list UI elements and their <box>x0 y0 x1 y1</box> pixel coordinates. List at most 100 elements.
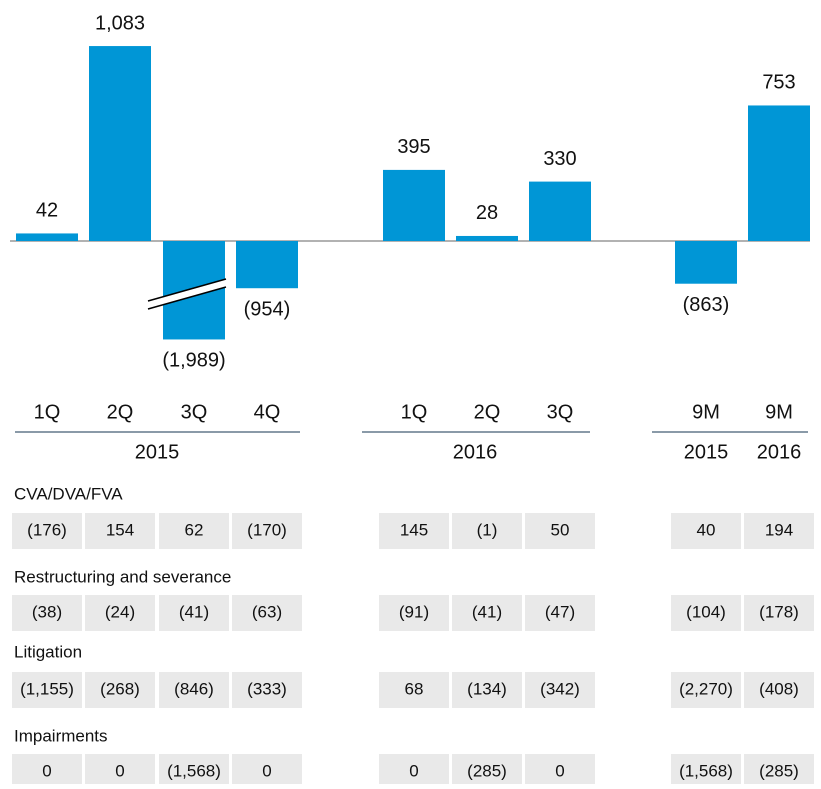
table-cell <box>525 513 595 549</box>
cell-value: (178) <box>759 602 799 621</box>
table-cell <box>525 672 595 708</box>
table-cell <box>12 595 82 631</box>
table-cell <box>159 595 229 631</box>
table-cell <box>12 513 82 549</box>
cell-value: (176) <box>27 520 67 539</box>
cell-value: 40 <box>697 520 716 539</box>
table-cell <box>452 672 522 708</box>
table-cell <box>744 754 814 789</box>
value-label: (863) <box>683 294 730 316</box>
cell-value: 0 <box>409 761 418 780</box>
table-cell <box>379 672 449 708</box>
cell-value: 154 <box>106 520 134 539</box>
cell-value: (38) <box>32 602 62 621</box>
cell-value: (63) <box>252 602 282 621</box>
table-cell <box>159 754 229 789</box>
cell-value: 0 <box>115 761 124 780</box>
value-label: 1,083 <box>95 12 145 34</box>
table-cell <box>12 672 82 708</box>
table-cell <box>12 754 82 789</box>
group-label: 2015 <box>135 441 180 463</box>
x-tick-label: 9M <box>765 401 793 423</box>
value-label: 28 <box>476 202 498 224</box>
bar <box>16 233 78 241</box>
bar <box>456 235 518 241</box>
table-cell <box>671 672 741 708</box>
x-tick-label: 2Q <box>107 401 134 423</box>
cell-value: 145 <box>400 520 428 539</box>
table-cell <box>452 754 522 789</box>
table-cell <box>452 595 522 631</box>
cell-value: (333) <box>247 679 287 698</box>
cell-value: (134) <box>467 679 507 698</box>
group-label: 2015 <box>684 441 729 463</box>
row-title: Impairments <box>14 726 108 745</box>
cell-value: 194 <box>765 520 793 539</box>
table-cell <box>85 595 155 631</box>
value-label: 753 <box>762 72 795 94</box>
group-label: 2016 <box>453 441 498 463</box>
table-cell <box>379 513 449 549</box>
cell-value: (104) <box>686 602 726 621</box>
cell-value: (285) <box>467 761 507 780</box>
x-tick-label: 1Q <box>34 401 61 423</box>
group-label: 2016 <box>757 441 802 463</box>
table-cell <box>232 513 302 549</box>
bar <box>675 241 737 284</box>
value-label: (1,989) <box>162 350 225 372</box>
table-cell <box>232 672 302 708</box>
table-cell <box>744 513 814 549</box>
cell-value: (268) <box>100 679 140 698</box>
cell-value: (24) <box>105 602 135 621</box>
x-tick-label: 2Q <box>474 401 501 423</box>
value-label: 330 <box>543 148 576 170</box>
cell-value: (342) <box>540 679 580 698</box>
cell-value: (41) <box>179 602 209 621</box>
table-cell <box>379 595 449 631</box>
cell-value: (1,568) <box>167 761 221 780</box>
x-tick-label: 3Q <box>181 401 208 423</box>
table-cell <box>452 513 522 549</box>
value-label: (954) <box>244 299 291 321</box>
x-tick-label: 3Q <box>547 401 574 423</box>
table-cell <box>232 754 302 789</box>
axis-break <box>147 278 227 310</box>
bar <box>529 181 591 241</box>
bar <box>383 169 445 241</box>
cell-value: (170) <box>247 520 287 539</box>
x-tick-label: 1Q <box>401 401 428 423</box>
cell-value: (1) <box>477 520 498 539</box>
cell-value: 0 <box>555 761 564 780</box>
table-cell <box>744 672 814 708</box>
table-cell <box>744 595 814 631</box>
row-title: Litigation <box>14 642 82 661</box>
table-cell <box>671 513 741 549</box>
table-cell <box>159 672 229 708</box>
row-title: Restructuring and severance <box>14 567 231 586</box>
table-cell <box>671 595 741 631</box>
table-cell <box>671 754 741 789</box>
value-label: 42 <box>36 200 58 222</box>
value-label: 395 <box>397 136 430 158</box>
cell-value: (47) <box>545 602 575 621</box>
table-cell <box>85 754 155 789</box>
table-cell <box>85 672 155 708</box>
cell-value: (408) <box>759 679 799 698</box>
cell-value: 50 <box>551 520 570 539</box>
table-cell <box>525 595 595 631</box>
cell-value: (2,270) <box>679 679 733 698</box>
bar <box>236 241 298 289</box>
bar <box>89 46 151 242</box>
x-tick-label: 9M <box>692 401 720 423</box>
x-tick-label: 4Q <box>254 401 281 423</box>
table-cell <box>159 513 229 549</box>
cell-value: (41) <box>472 602 502 621</box>
cell-value: (1,568) <box>679 761 733 780</box>
row-title: CVA/DVA/FVA <box>14 484 123 503</box>
cell-value: 0 <box>262 761 271 780</box>
bar <box>748 105 810 242</box>
table-cell <box>85 513 155 549</box>
cell-value: (1,155) <box>20 679 74 698</box>
